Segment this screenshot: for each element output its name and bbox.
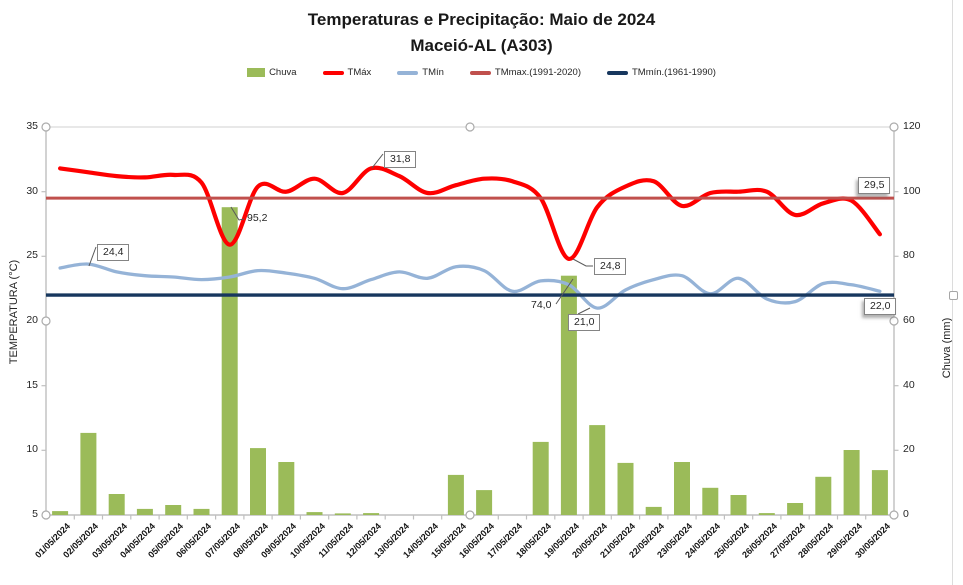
annotation-31-8[interactable]: 31,8 (384, 151, 417, 168)
annotation-leader (88, 246, 97, 267)
chart-title[interactable]: Temperaturas e Precipitação: Maio de 202… (0, 7, 963, 59)
rain-bar[interactable] (702, 487, 719, 515)
plot-selection-handle[interactable] (41, 122, 51, 132)
legend[interactable]: Chuva TMáx TMín TMmax.(1991-2020) TMmín.(196… (0, 67, 963, 78)
annotation-95-2[interactable]: 95,2 (247, 212, 268, 224)
chart-title-line1: Temperaturas e Precipitação: Maio de 202… (307, 10, 656, 29)
legend-label-0: Chuva (269, 67, 297, 78)
legend-marker-3 (469, 70, 491, 75)
annotation-24-4[interactable]: 24,4 (97, 244, 130, 261)
y-axis-tick-right: 80 (903, 249, 915, 262)
rain-bar[interactable] (306, 512, 323, 515)
plot-selection-handle[interactable] (465, 122, 475, 132)
chart-frame-handle[interactable] (949, 291, 958, 300)
y-axis-tick-left: 35 (26, 120, 38, 132)
legend-item-2[interactable]: TMín (397, 67, 444, 78)
y-axis-tick-right: 120 (903, 120, 921, 132)
annotation-leader (555, 278, 574, 305)
rain-bar[interactable] (560, 275, 577, 515)
y-axis-tick-right: 40 (903, 378, 915, 391)
plot-selection-handle[interactable] (465, 510, 475, 520)
annotation-leader (572, 258, 593, 267)
legend-marker-2 (397, 70, 419, 75)
legend-item-0[interactable]: Chuva (247, 67, 297, 78)
rain-bar[interactable] (758, 513, 775, 515)
plot-selection-handle[interactable] (889, 122, 899, 132)
plot-selection-handle[interactable] (41, 316, 51, 326)
y-axis-tick-right: 60 (903, 314, 915, 326)
rain-bar[interactable] (250, 448, 266, 515)
rain-bar[interactable] (589, 425, 606, 515)
annotation-leader (577, 307, 591, 315)
y-axis-tick-left: 15 (26, 378, 38, 391)
rain-bar[interactable] (193, 508, 210, 515)
annotation-21-0[interactable]: 21,0 (568, 314, 601, 331)
rain-bar[interactable] (278, 462, 295, 515)
legend-label-3: TMmax.(1991-2020) (494, 67, 581, 78)
y-axis-tick-right: 100 (903, 184, 921, 197)
rain-bar[interactable] (815, 476, 832, 515)
rain-bar[interactable] (476, 490, 493, 515)
rain-bar[interactable] (674, 462, 690, 515)
annotation-leader (371, 153, 384, 169)
legend-item-3[interactable]: TMmax.(1991-2020) (469, 67, 581, 78)
y-axis-tick-right: 0 (903, 508, 909, 520)
rain-bar[interactable] (80, 432, 97, 515)
legend-item-1[interactable]: TMáx (322, 67, 372, 78)
rain-bar[interactable] (363, 513, 380, 515)
annotation-leader (230, 206, 245, 221)
rain-bar[interactable] (108, 494, 125, 515)
y-axis-tick-left: 5 (32, 508, 38, 520)
legend-marker-0 (247, 68, 266, 77)
rain-bar[interactable] (221, 207, 238, 515)
rain-bar[interactable] (787, 503, 804, 515)
rain-bar[interactable] (52, 511, 69, 515)
y-axis-tick-left: 30 (26, 184, 38, 197)
plot-selection-handle[interactable] (41, 510, 51, 520)
legend-label-4: TMmín.(1961-1990) (631, 67, 716, 78)
rain-bar[interactable] (447, 474, 464, 515)
chart-title-line2: Maceió-AL (A303) (410, 36, 553, 55)
y-axis-tick-left: 25 (26, 249, 38, 262)
plot-selection-handle[interactable] (889, 316, 899, 326)
tmax-line[interactable] (58, 165, 882, 261)
legend-item-4[interactable]: TMmín.(1961-1990) (606, 67, 716, 78)
y-axis-tick-right: 20 (903, 443, 915, 456)
annotation-22-0[interactable]: 22,0 (864, 298, 897, 315)
rain-bar[interactable] (532, 441, 549, 515)
rain-bar[interactable] (165, 505, 182, 515)
rain-bar[interactable] (871, 470, 888, 515)
legend-label-2: TMín (422, 67, 444, 78)
annotation-29-5[interactable]: 29,5 (858, 177, 891, 194)
rain-bar[interactable] (334, 513, 351, 515)
plot-selection-handle[interactable] (889, 510, 899, 520)
legend-marker-1 (322, 70, 344, 75)
legend-label-1: TMáx (347, 67, 372, 78)
tmin-line[interactable] (58, 262, 882, 310)
rain-bar[interactable] (645, 506, 662, 515)
legend-marker-4 (606, 70, 628, 75)
rain-bars-series[interactable] (52, 207, 888, 515)
annotation-74-0[interactable]: 74,0 (531, 299, 552, 311)
rain-bar[interactable] (617, 462, 634, 515)
y-axis-tick-left: 10 (26, 443, 38, 456)
annotation-24-8[interactable]: 24,8 (594, 258, 627, 275)
rain-bar[interactable] (730, 495, 747, 515)
y-axis-tick-left: 20 (26, 314, 38, 326)
rain-bar[interactable] (843, 450, 860, 515)
rain-bar[interactable] (136, 508, 153, 515)
